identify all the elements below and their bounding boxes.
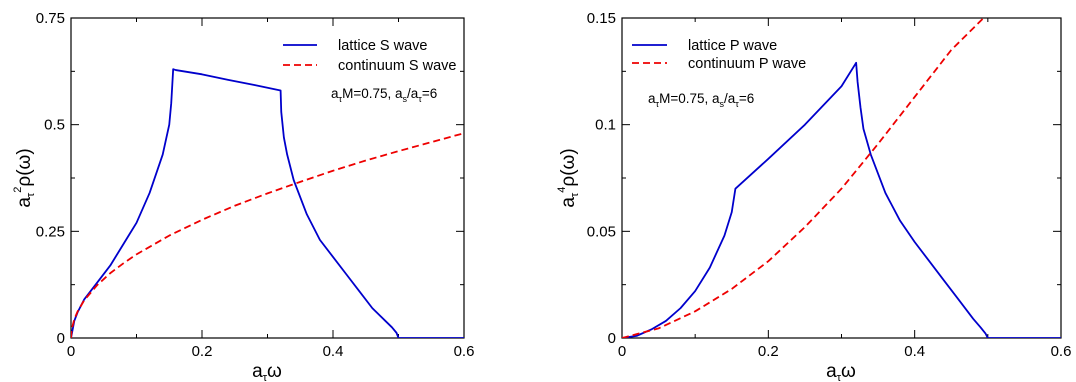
right-panel: 0 0.2 0.4 0.6 0 0.05 0.1 0.15 lattice P wave c… (556, 10, 1071, 382)
left-x-tick-label: 0.4 (323, 343, 344, 360)
left-x-tick-label: 0.6 (454, 343, 475, 360)
right-y-tick-label: 0.1 (595, 117, 616, 134)
right-series-lattice-line (622, 61, 1061, 338)
right-x-tick-label: 0.2 (758, 343, 779, 360)
right-x-axis-label: aτω (826, 361, 856, 382)
left-annotation: aτM=0.75, as/aτ=6 (331, 86, 437, 104)
right-y-tick-label: 0 (608, 330, 616, 347)
left-x-axis-label: aτω (252, 361, 282, 382)
right-series (622, 18, 1061, 338)
left-y-axis-label: aτ2ρ(ω) (12, 148, 37, 207)
right-y-axis-label: aτ4ρ(ω) (556, 148, 581, 207)
right-series-continuum-line (622, 18, 985, 338)
right-legend-label-continuum: continuum P wave (688, 56, 806, 72)
right-annotation: aτM=0.75, as/aτ=6 (648, 91, 754, 109)
right-x-ticks (621, 18, 1062, 338)
right-y-tick-label: 0.15 (587, 10, 616, 27)
left-legend-label-lattice: lattice S wave (338, 38, 427, 54)
left-series (71, 68, 464, 338)
left-series-continuum-line (71, 132, 464, 338)
left-legend: lattice S wave continuum S wave (283, 38, 456, 74)
right-x-tick-label: 0 (618, 343, 626, 360)
left-panel: 0 0.2 0.4 0.6 0 0.25 0.5 0.75 lattice S wave c… (12, 10, 474, 382)
left-x-tick-label: 0 (67, 343, 75, 360)
left-series-lattice-line (71, 68, 464, 338)
right-legend: lattice P wave continuum P wave (632, 38, 806, 72)
right-y-tick-labels: 0 0.05 0.1 0.15 (587, 10, 616, 347)
left-y-tick-labels: 0 0.25 0.5 0.75 (36, 10, 65, 347)
right-x-tick-label: 0.6 (1051, 343, 1072, 360)
left-y-tick-label: 0 (57, 330, 65, 347)
left-x-tick-labels: 0 0.2 0.4 0.6 (67, 343, 475, 360)
right-x-tick-labels: 0 0.2 0.4 0.6 (618, 343, 1072, 360)
left-y-tick-label: 0.5 (44, 117, 65, 134)
right-legend-label-lattice: lattice P wave (688, 38, 777, 54)
left-y-tick-label: 0.75 (36, 10, 65, 27)
left-y-tick-label: 0.25 (36, 223, 65, 240)
right-y-tick-label: 0.05 (587, 223, 616, 240)
left-legend-label-continuum: continuum S wave (338, 58, 456, 74)
right-x-tick-label: 0.4 (904, 343, 925, 360)
left-x-tick-label: 0.2 (192, 343, 213, 360)
